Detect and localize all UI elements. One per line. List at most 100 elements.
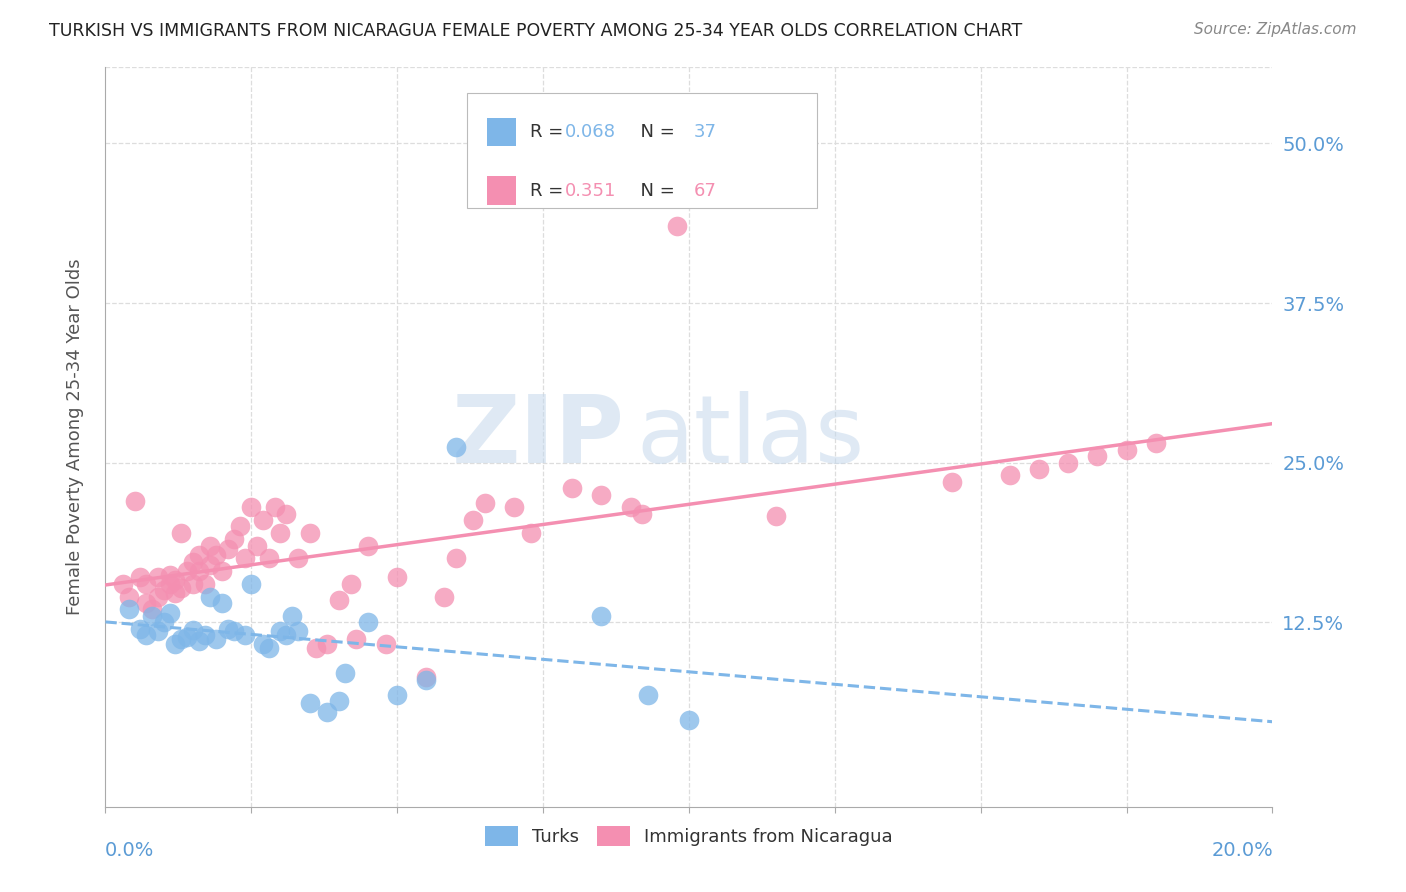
Point — [415, 673, 437, 687]
Point — [181, 555, 204, 569]
Point — [357, 539, 380, 553]
Point — [339, 577, 361, 591]
Point — [159, 577, 181, 591]
Point — [998, 468, 1021, 483]
Point — [269, 624, 292, 639]
Point — [111, 577, 134, 591]
Text: atlas: atlas — [637, 391, 865, 483]
Point — [211, 564, 233, 578]
Point — [165, 637, 187, 651]
Point — [165, 573, 187, 587]
Point — [333, 666, 356, 681]
Point — [1087, 449, 1109, 463]
Point — [187, 548, 209, 562]
Point — [222, 532, 245, 546]
Point — [304, 640, 326, 655]
Point — [228, 519, 250, 533]
Point — [146, 570, 169, 584]
Point — [205, 632, 228, 646]
Point — [159, 606, 181, 620]
Point — [135, 577, 157, 591]
Point — [474, 496, 496, 510]
Point — [619, 500, 641, 515]
Point — [374, 637, 396, 651]
Point — [129, 622, 152, 636]
Point — [240, 577, 263, 591]
Point — [433, 590, 456, 604]
Text: R =: R = — [530, 123, 569, 141]
Point — [200, 539, 222, 553]
Point — [205, 548, 228, 562]
FancyBboxPatch shape — [486, 177, 516, 204]
Text: TURKISH VS IMMIGRANTS FROM NICARAGUA FEMALE POVERTY AMONG 25-34 YEAR OLDS CORREL: TURKISH VS IMMIGRANTS FROM NICARAGUA FEM… — [49, 22, 1022, 40]
Point — [257, 551, 280, 566]
Point — [252, 513, 274, 527]
Point — [281, 608, 304, 623]
Point — [263, 500, 285, 515]
Point — [194, 628, 217, 642]
Point — [165, 586, 187, 600]
Point — [561, 481, 583, 495]
Point — [298, 696, 321, 710]
Text: 0.0%: 0.0% — [104, 840, 153, 860]
Point — [235, 551, 257, 566]
Text: ZIP: ZIP — [451, 391, 624, 483]
Point — [235, 628, 257, 642]
Text: Source: ZipAtlas.com: Source: ZipAtlas.com — [1194, 22, 1357, 37]
Point — [118, 590, 141, 604]
Point — [181, 623, 204, 637]
Point — [118, 602, 141, 616]
Point — [269, 525, 292, 540]
Point — [211, 596, 233, 610]
Point — [444, 551, 467, 566]
Point — [444, 440, 467, 454]
Point — [276, 628, 298, 642]
Point — [316, 637, 339, 651]
Point — [159, 568, 181, 582]
Point — [187, 564, 209, 578]
Point — [298, 525, 321, 540]
Point — [222, 624, 245, 639]
Point — [666, 219, 689, 234]
Point — [328, 593, 350, 607]
Point — [129, 570, 152, 584]
Text: 0.068: 0.068 — [565, 123, 616, 141]
Point — [385, 688, 409, 702]
Text: 67: 67 — [693, 182, 717, 200]
Point — [217, 542, 239, 557]
Point — [257, 640, 280, 655]
FancyBboxPatch shape — [467, 93, 817, 208]
Point — [520, 525, 543, 540]
Point — [344, 632, 367, 646]
Point — [631, 507, 654, 521]
FancyBboxPatch shape — [486, 118, 516, 146]
Point — [503, 500, 526, 515]
Point — [181, 577, 204, 591]
Point — [316, 705, 339, 719]
Point — [591, 608, 613, 623]
Point — [170, 525, 193, 540]
Legend: Turks, Immigrants from Nicaragua: Turks, Immigrants from Nicaragua — [485, 827, 893, 847]
Point — [170, 632, 193, 646]
Text: 0.351: 0.351 — [565, 182, 617, 200]
Point — [1144, 436, 1167, 450]
Point — [1028, 462, 1050, 476]
Point — [357, 615, 380, 630]
Point — [146, 624, 169, 639]
Point — [146, 590, 169, 604]
Point — [141, 602, 163, 616]
Point — [246, 539, 269, 553]
Point — [415, 670, 437, 684]
Point — [1057, 456, 1080, 470]
Point — [200, 558, 222, 572]
Point — [153, 615, 174, 630]
Point — [1115, 442, 1137, 457]
Point — [200, 590, 222, 604]
Text: 37: 37 — [693, 123, 717, 141]
Point — [141, 608, 163, 623]
Point — [135, 628, 157, 642]
Text: N =: N = — [630, 123, 681, 141]
Point — [135, 596, 157, 610]
Text: N =: N = — [630, 182, 681, 200]
Point — [176, 564, 198, 578]
